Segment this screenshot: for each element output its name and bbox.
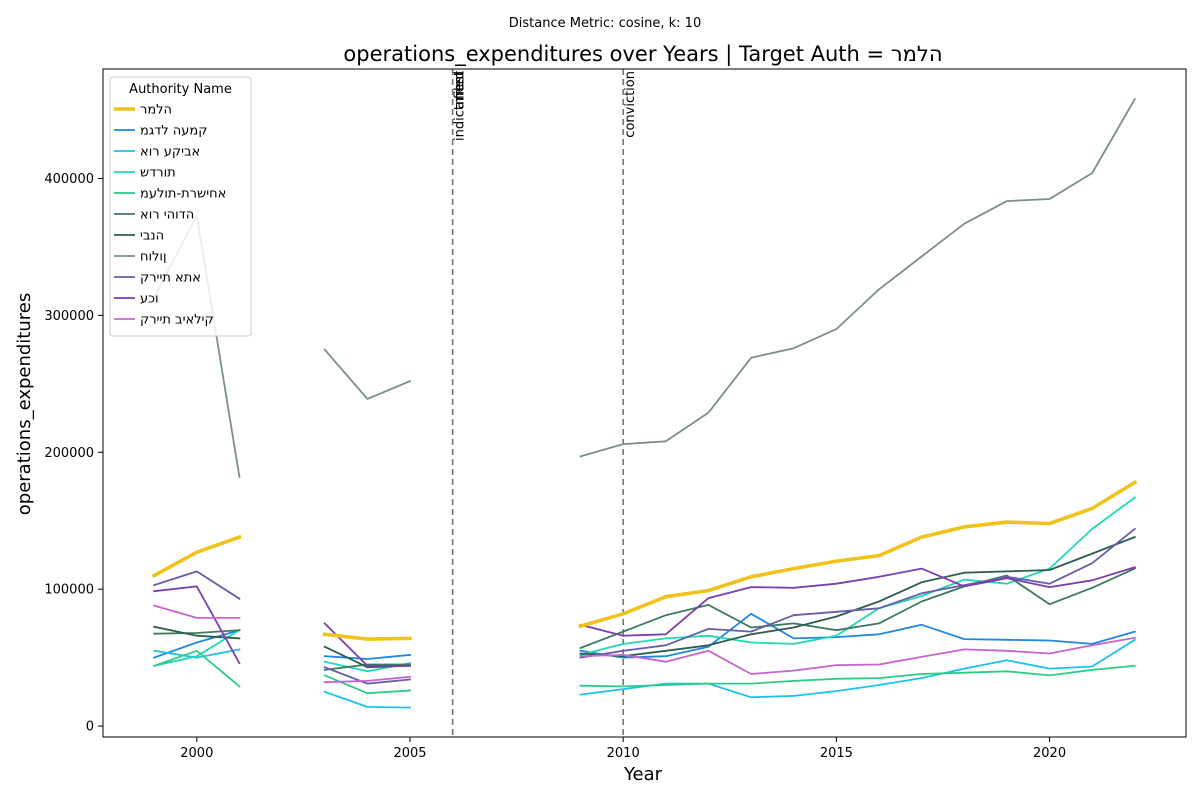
legend-box [109, 76, 252, 337]
series-line [153, 570, 241, 600]
series-line [323, 348, 412, 400]
legend-entry: וכע [140, 292, 159, 307]
series-line [579, 638, 1137, 699]
chart-title: operations_expenditures over Years | Tar… [343, 42, 942, 67]
x-tick-label: 2015 [820, 746, 853, 761]
event-label: filed [453, 71, 468, 99]
series-line [323, 653, 411, 660]
legend-entry: הלמר [140, 103, 172, 118]
y-tick-label: 100000 [44, 583, 94, 598]
legend-entry: אחישרת-תולעמ [140, 187, 226, 202]
series-line [579, 664, 1136, 688]
axes: 2000 2005 2010 2015 2020 0 100000 200000 300000 4… [44, 68, 1187, 761]
series-line [323, 663, 411, 671]
x-tick-label: 2020 [1033, 746, 1066, 761]
x-tick-label: 2000 [180, 746, 213, 761]
series-line [153, 604, 241, 619]
y-tick-label: 400000 [44, 172, 94, 187]
legend-title: Authority Name [129, 82, 232, 97]
series-line [579, 97, 1137, 458]
series-line [579, 566, 1136, 637]
event-label: indictment [453, 71, 468, 141]
legend-entry: הנבי [140, 229, 164, 244]
series-line [579, 567, 1136, 650]
x-axis-label: Year [623, 764, 663, 785]
legend-entry: הדוהי רוא [140, 208, 194, 223]
series-line [579, 636, 1136, 675]
y-tick-label: 200000 [44, 446, 94, 461]
series-line [323, 675, 411, 684]
series-line [153, 585, 241, 665]
legend-entry: קילאיב תיירק [140, 313, 214, 328]
series-line [323, 690, 411, 709]
series-line [579, 612, 1136, 659]
legend-entry: ןולוח [140, 250, 167, 265]
event-label: conviction [623, 71, 638, 138]
series-line [323, 666, 411, 685]
legend-entry: אתא תיירק [140, 271, 201, 286]
event-label: arrest [453, 71, 468, 109]
series-line [322, 632, 412, 641]
series-line [151, 534, 242, 578]
series-line [153, 649, 241, 688]
x-tick-label: 2010 [607, 746, 640, 761]
plot-frame [102, 68, 1187, 738]
y-tick-label: 0 [86, 720, 94, 735]
chart-suptitle: Distance Metric: cosine, k: 10 [509, 16, 701, 31]
series-line [579, 535, 1136, 658]
series-line [578, 479, 1138, 629]
y-tick-label: 300000 [44, 309, 94, 324]
legend: Authority Name הלמר קמעה לדגמ אביקע רוא תורד… [109, 76, 252, 337]
series-line [153, 648, 241, 659]
x-tick-label: 2005 [393, 746, 426, 761]
legend-entry: תורדש [140, 166, 176, 181]
series-line [579, 527, 1137, 659]
legend-entry: קמעה לדגמ [140, 124, 208, 139]
y-axis-label: operations_expenditures [14, 293, 35, 515]
legend-entry: אביקע רוא [140, 145, 200, 160]
series-line [153, 629, 241, 635]
